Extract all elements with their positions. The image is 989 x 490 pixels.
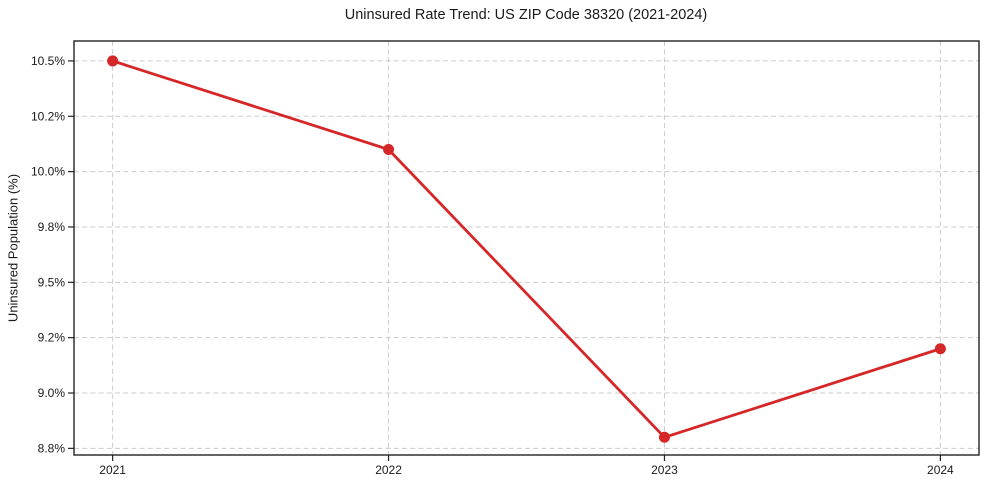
trend-line	[111, 59, 942, 439]
chart-title: Uninsured Rate Trend: US ZIP Code 38320 …	[344, 7, 708, 23]
data-point-marker	[658, 431, 670, 443]
x-tick-label: 2023	[651, 463, 678, 477]
y-tick-label: 9.5%	[38, 275, 66, 289]
y-tick-label: 9.2%	[38, 331, 66, 345]
plot-border	[73, 40, 980, 456]
y-tick-label: 10.5%	[31, 54, 65, 68]
y-tick-label: 10.2%	[31, 109, 65, 123]
data-point-marker	[107, 55, 119, 67]
data-point-marker	[934, 343, 946, 355]
y-tick-label: 8.8%	[38, 441, 66, 455]
y-tick-label: 10.0%	[31, 165, 65, 179]
data-point-marker	[383, 143, 395, 155]
x-tick-label: 2024	[927, 463, 954, 477]
y-tick-label: 9.0%	[38, 386, 66, 400]
x-tick-label: 2021	[99, 463, 126, 477]
x-tick-label: 2022	[375, 463, 402, 477]
y-tick-label: 9.8%	[38, 220, 66, 234]
